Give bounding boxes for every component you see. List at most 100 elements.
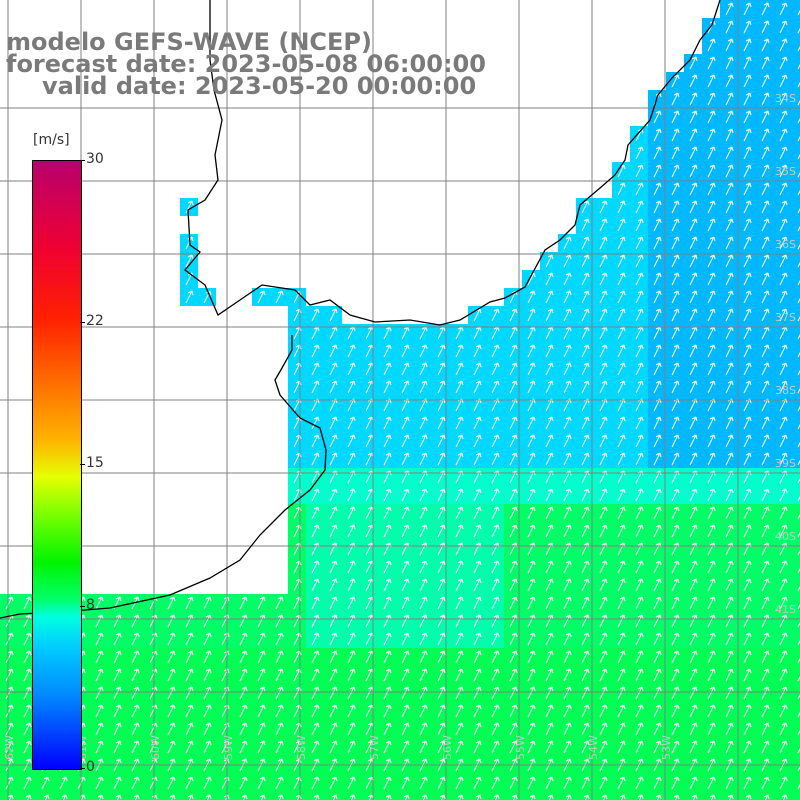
wind-arrow: [707, 254, 716, 268]
field-cell: [792, 270, 800, 288]
wind-arrow: [5, 686, 14, 700]
wind-arrow: [581, 218, 590, 232]
wind-arrow: [671, 74, 680, 88]
wind-arrow: [797, 22, 800, 34]
wind-arrow: [5, 776, 14, 790]
wind-arrow: [743, 182, 752, 196]
wind-arrow: [401, 452, 410, 466]
wind-arrow: [563, 290, 572, 304]
wind-arrow: [563, 452, 572, 466]
wind-arrow: [581, 236, 590, 250]
wind-arrow: [527, 686, 536, 700]
wind-arrow: [761, 218, 770, 232]
wind-arrow: [491, 416, 500, 430]
wind-arrow: [491, 524, 500, 538]
wind-arrow: [185, 614, 194, 628]
wind-arrow: [527, 668, 536, 682]
wind-arrow: [689, 578, 698, 592]
wind-arrow: [779, 506, 788, 520]
wind-arrow: [671, 488, 680, 502]
wind-arrow: [61, 794, 68, 800]
wind-arrow: [743, 164, 752, 178]
wind-arrow: [671, 434, 680, 448]
wind-arrow: [617, 218, 626, 232]
wind-arrow: [653, 740, 662, 754]
wind-arrow: [23, 704, 32, 718]
wind-arrow: [779, 380, 788, 394]
wind-arrow: [455, 614, 464, 628]
wind-arrow: [167, 740, 176, 754]
wind-arrow: [167, 722, 176, 736]
wind-arrow: [349, 794, 356, 800]
wind-arrow: [437, 578, 446, 592]
wind-arrow: [95, 722, 104, 736]
wind-arrow: [275, 686, 284, 700]
colorbar-label: 22: [86, 313, 104, 330]
wind-arrow: [329, 704, 338, 718]
wind-arrow: [671, 632, 680, 646]
coastline-south: [0, 335, 327, 619]
wind-arrow: [383, 452, 392, 466]
wind-arrow: [527, 416, 536, 430]
wind-arrow: [473, 416, 482, 430]
wind-arrow: [257, 632, 266, 646]
wind-arrow: [5, 596, 14, 610]
wind-arrow: [563, 560, 572, 574]
wind-arrow: [797, 94, 800, 106]
field-cell: [792, 126, 800, 144]
wind-arrow: [707, 560, 716, 574]
wind-arrow: [203, 776, 212, 790]
wind-arrow: [131, 722, 140, 736]
wind-arrow: [383, 632, 392, 646]
wind-arrow: [635, 668, 644, 682]
wind-arrow: [671, 218, 680, 232]
wind-arrow: [761, 668, 770, 682]
wind-arrow: [707, 668, 716, 682]
wind-arrow: [275, 704, 284, 718]
longitude-label: 56W: [441, 735, 454, 760]
wind-arrow: [455, 362, 464, 376]
wind-arrow: [671, 524, 680, 538]
wind-arrow: [185, 668, 194, 682]
wind-arrow: [743, 218, 752, 232]
wind-arrow: [653, 560, 662, 574]
wind-arrow: [473, 362, 482, 376]
wind-arrow: [599, 704, 608, 718]
wind-arrow: [545, 416, 554, 430]
wind-arrow: [259, 794, 266, 800]
wind-arrow: [743, 146, 752, 160]
latitude-label: 35S: [775, 165, 796, 178]
wind-arrow: [203, 614, 212, 628]
wind-arrow: [707, 524, 716, 538]
wind-arrow: [725, 56, 734, 70]
wind-arrow: [653, 308, 662, 322]
wind-arrow: [131, 686, 140, 700]
wind-arrow: [797, 562, 800, 574]
wind-arrow: [779, 488, 788, 502]
field-cell: [792, 198, 800, 216]
wind-arrow: [761, 164, 770, 178]
wind-arrow: [545, 380, 554, 394]
wind-arrow: [761, 254, 770, 268]
wind-arrow: [419, 614, 428, 628]
wind-arrow: [779, 614, 788, 628]
wind-arrow: [653, 722, 662, 736]
wind-arrow: [707, 578, 716, 592]
longitude-label: 53W: [660, 735, 673, 760]
wind-arrow: [113, 704, 122, 718]
wind-arrow: [725, 560, 734, 574]
field-cell: [792, 450, 800, 468]
wind-arrow: [311, 362, 320, 376]
wind-arrow: [599, 254, 608, 268]
wind-arrow: [635, 362, 644, 376]
wind-arrow: [671, 380, 680, 394]
wind-arrow: [689, 524, 698, 538]
wind-arrow: [401, 560, 410, 574]
wind-arrow: [239, 596, 248, 610]
wind-arrow: [581, 560, 590, 574]
wind-arrow: [311, 308, 320, 322]
wind-arrow: [257, 650, 266, 664]
wind-arrow: [95, 740, 104, 754]
wind-arrow: [761, 74, 770, 88]
wind-arrow: [743, 776, 752, 790]
